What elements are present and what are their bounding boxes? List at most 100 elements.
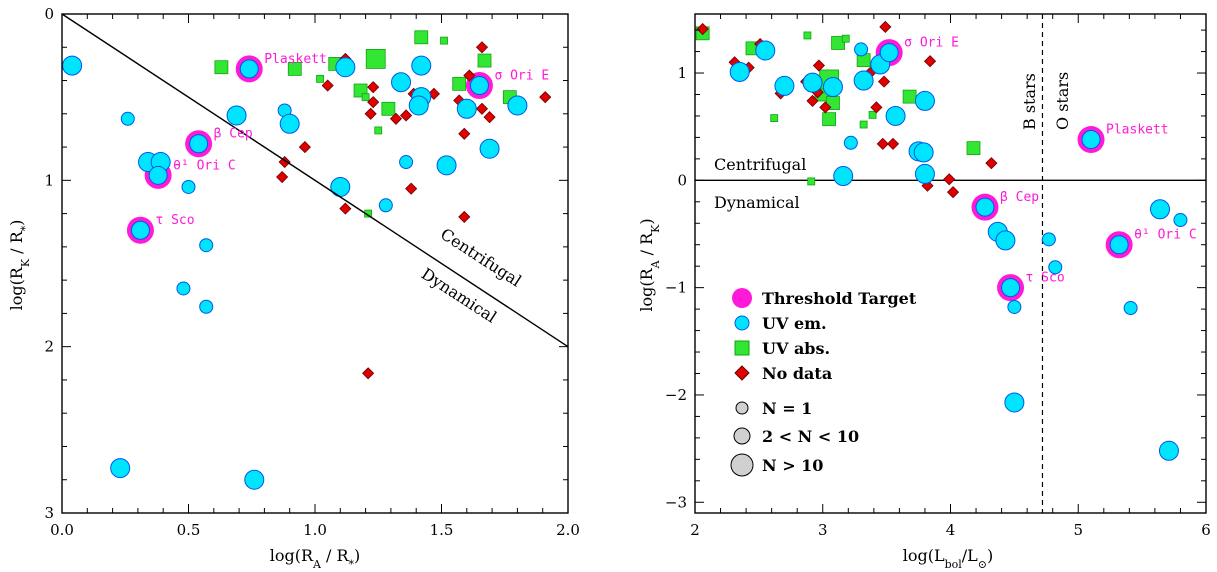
left-uvem-point-7 xyxy=(199,299,214,314)
legend-nodata-symbol xyxy=(734,365,750,381)
left-uvem-point-1 xyxy=(120,111,135,126)
right-threshold-labels: σ Ori E Plaskett β Cep θ¹ Ori C τ Sco xyxy=(904,36,1197,286)
right-nodata-point-17 xyxy=(923,55,937,68)
right-nodata-point-7 xyxy=(812,59,825,72)
right-threshold-core-1 xyxy=(1081,130,1101,150)
legend-threshold-symbol xyxy=(732,288,752,308)
left-nodata-point-21 xyxy=(483,111,496,124)
right-uvabs-point-14 xyxy=(902,89,917,104)
left-nodata-point-16 xyxy=(458,127,471,140)
left-uvabs-point-1 xyxy=(287,61,302,76)
right-threshold-label-2: β Cep xyxy=(1000,190,1039,205)
right-ytick-label-0: −3 xyxy=(665,493,687,511)
left-region-lower-label: Dynamical xyxy=(418,264,500,327)
right-uvem-point-12 xyxy=(913,142,934,163)
left-uvem-point-0 xyxy=(62,55,83,76)
right-uvem-point-0 xyxy=(729,61,750,82)
right-nodata-point-14 xyxy=(879,20,892,33)
right-uvabs-point-11 xyxy=(859,120,868,129)
left-ytick-label-1: 1 xyxy=(44,171,54,189)
right-uvem-point-10 xyxy=(885,105,906,126)
left-nodata-point-2 xyxy=(298,141,311,154)
right-uvem-point-18 xyxy=(1004,392,1025,413)
left-uvem-point-6 xyxy=(176,281,191,296)
left-threshold-core-1 xyxy=(469,76,489,96)
right-x-axis-label: log(Lbol/L⊙) xyxy=(903,546,994,571)
left-uvem-point-23 xyxy=(479,138,500,159)
right-uvem-point-14 xyxy=(914,90,935,111)
left-xtick-label-0: 0.0 xyxy=(50,521,74,539)
right-ytick-label-4: 1 xyxy=(677,64,687,82)
right-uvem-point-17 xyxy=(1007,299,1022,314)
left-threshold-labels: Plaskett σ Ori E β Cep θ¹ Ori C τ Sco xyxy=(155,52,549,228)
left-uvabs-point-9 xyxy=(414,30,429,45)
right-xtick-label-3: 5 xyxy=(1073,521,1083,539)
right-uvem-point-20 xyxy=(1048,260,1063,275)
left-xtick-label-3: 1.5 xyxy=(430,521,454,539)
right-threshold-core-2 xyxy=(975,197,995,217)
right-nodata-point-12 xyxy=(876,137,889,150)
o-stars-label: O stars xyxy=(1053,72,1072,130)
right-uvem-point-24 xyxy=(1158,440,1179,461)
left-uvem-point-4 xyxy=(181,179,196,194)
b-stars-label: B stars xyxy=(1020,73,1039,130)
right-uvabs-point-10 xyxy=(841,34,850,43)
right-uvabs-point-3 xyxy=(803,31,812,40)
left-nodata-point-19 xyxy=(475,41,489,54)
legend-size-n1-symbol xyxy=(735,401,749,415)
left-nodata-point-11 xyxy=(400,109,413,122)
right-y-axis-label: log(RA / RK) xyxy=(637,218,662,311)
right-threshold-label-0: σ Ori E xyxy=(904,36,959,51)
left-nodata-point-5 xyxy=(339,202,352,215)
left-divider-line xyxy=(61,13,569,348)
right-uvabs-point-2 xyxy=(770,114,779,122)
left-threshold-core-3 xyxy=(148,165,168,185)
left-nodata-point-22 xyxy=(539,91,552,104)
left-nodata-point-20 xyxy=(475,102,489,115)
right-region-upper-label: Centrifugal xyxy=(714,155,806,174)
left-threshold-label-1: σ Ori E xyxy=(494,69,549,84)
right-uvem-point-7 xyxy=(854,42,869,57)
legend-uvabs-symbol xyxy=(734,340,750,356)
left-uvabs-point-12 xyxy=(477,53,492,68)
left-uvabs-point-7 xyxy=(381,101,396,116)
right-nodata-point-15 xyxy=(886,137,900,150)
left-nodata-point-18 xyxy=(463,69,476,82)
right-threshold-label-1: Plaskett xyxy=(1106,123,1169,138)
legend-size-n2-label: 2 < N < 10 xyxy=(762,427,859,446)
legend-size-n3-symbol xyxy=(730,453,754,477)
right-threshold-label-4: τ Sco xyxy=(1026,271,1065,286)
right-ytick-label-1: −2 xyxy=(665,386,687,404)
left-y-axis-label: log(RK / R*) xyxy=(7,220,32,311)
right-uvabs-point-9 xyxy=(831,36,845,50)
right-xtick-label-2: 4 xyxy=(946,521,956,539)
left-uvem-point-13 xyxy=(330,176,351,197)
left-threshold-label-4: τ Sco xyxy=(155,213,194,228)
left-nodata-point-9 xyxy=(364,107,377,120)
left-panel-marks xyxy=(62,30,552,490)
right-xtick-label-4: 6 xyxy=(1201,521,1211,539)
right-xtick-label-1: 3 xyxy=(818,521,828,539)
left-uvem-point-9 xyxy=(244,469,265,490)
legend-nodata-label: No data xyxy=(762,364,832,383)
right-uvem-point-8 xyxy=(853,70,874,91)
left-threshold-core-4 xyxy=(130,220,150,240)
left-nodata-point-3 xyxy=(321,79,334,92)
right-nodata-point-11 xyxy=(870,101,883,114)
right-nodata-point-6 xyxy=(806,94,819,107)
right-uvem-point-19 xyxy=(1041,232,1056,247)
left-nodata-point-1 xyxy=(276,170,289,184)
left-threshold-label-0: Plaskett xyxy=(264,52,327,67)
legend-size-n1-label: N = 1 xyxy=(762,399,812,418)
left-threshold-label-3: θ¹ Ori C xyxy=(173,158,236,173)
left-uvabs-point-11 xyxy=(452,76,467,91)
right-ticks: 2 3 4 5 6 −3 −2 −1 0 1 xyxy=(665,14,1211,539)
right-uvem-point-2 xyxy=(774,75,795,96)
right-nodata-point-9 xyxy=(819,101,832,114)
left-threshold-label-2: β Cep xyxy=(214,127,253,142)
left-uvem-point-20 xyxy=(408,95,429,116)
legend-size-n2-symbol xyxy=(733,427,751,445)
left-uvem-point-24 xyxy=(507,95,528,116)
right-uvabs-point-15 xyxy=(966,141,981,156)
